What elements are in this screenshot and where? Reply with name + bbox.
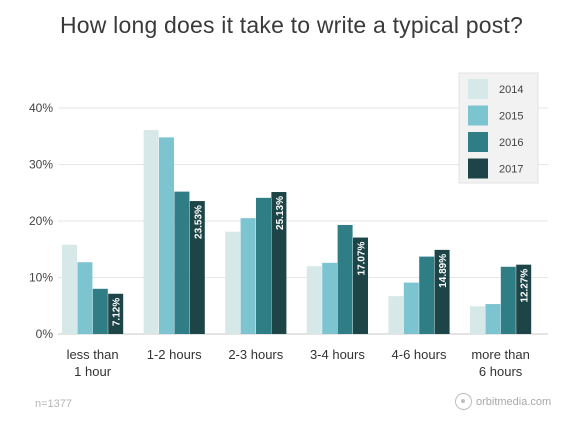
legend-swatch [468, 105, 488, 126]
legend-label: 2014 [499, 84, 523, 96]
grid-lines [58, 107, 548, 335]
bar [256, 197, 271, 334]
x-tick-label: more than 6 hours [471, 347, 530, 379]
x-tick-label: 3-4 hours [310, 347, 365, 362]
orbit-logo-icon [455, 393, 472, 410]
bar [240, 218, 256, 334]
bar [159, 137, 174, 334]
x-tick-label: 1-2 hours [147, 347, 202, 362]
bar [500, 266, 516, 334]
bar [92, 288, 108, 334]
bar [403, 282, 419, 334]
bar [189, 201, 205, 334]
sample-size-note: n=1377 [35, 398, 73, 410]
bar-value-label: 17.07% [357, 241, 368, 275]
source-text: orbitmedia.com [476, 395, 552, 408]
bar [108, 293, 124, 334]
bar [225, 231, 241, 334]
legend-label: 2016 [499, 137, 523, 149]
bar [306, 266, 322, 334]
bar [322, 262, 338, 334]
bar-value-label: 7.12% [112, 298, 123, 326]
bar [419, 256, 435, 334]
bar [353, 237, 368, 334]
x-tick-label: 2-3 hours [228, 347, 283, 362]
bar [516, 264, 532, 334]
bar-value-label: 12.27% [520, 269, 531, 303]
bar [388, 296, 404, 334]
chart-title: How long does it take to write a typical… [59, 12, 524, 38]
bar-value-label: 14.89% [438, 254, 449, 288]
legend-swatch [468, 158, 488, 179]
bar [62, 244, 77, 334]
y-tick-label: 20% [29, 214, 53, 228]
bar [143, 130, 159, 334]
data-labels: 7.12% 23.53% 25.13% 17.07% 14.89% 12.27% [112, 196, 531, 326]
bar [174, 191, 190, 334]
bar [271, 192, 287, 334]
legend: 2014 2015 2016 2017 [458, 72, 539, 184]
source-logo: orbitmedia.com [455, 393, 551, 410]
bar-value-label: 23.53% [193, 205, 204, 239]
y-tick-label: 0% [36, 327, 54, 341]
legend-label: 2015 [499, 111, 523, 123]
x-tick-label: less than 1 hour [67, 347, 119, 379]
bar [434, 249, 450, 334]
x-axis-ticks: less than 1 hour 1-2 hours 2-3 hours 3-4 hou… [67, 347, 530, 379]
legend-swatch [468, 79, 488, 99]
y-tick-label: 40% [29, 101, 53, 115]
bar [77, 262, 93, 334]
bar [470, 306, 485, 334]
legend-label: 2017 [499, 164, 523, 176]
x-tick-label: 4-6 hours [392, 347, 447, 362]
y-axis-ticks: 0% 10% 20% 30% 40% [29, 101, 53, 341]
y-tick-label: 30% [29, 158, 53, 172]
bar [485, 304, 501, 334]
legend-swatch [468, 132, 488, 152]
y-tick-label: 10% [29, 271, 53, 285]
bar [337, 224, 353, 334]
bars [62, 130, 532, 334]
bar-value-label: 25.13% [275, 196, 286, 230]
